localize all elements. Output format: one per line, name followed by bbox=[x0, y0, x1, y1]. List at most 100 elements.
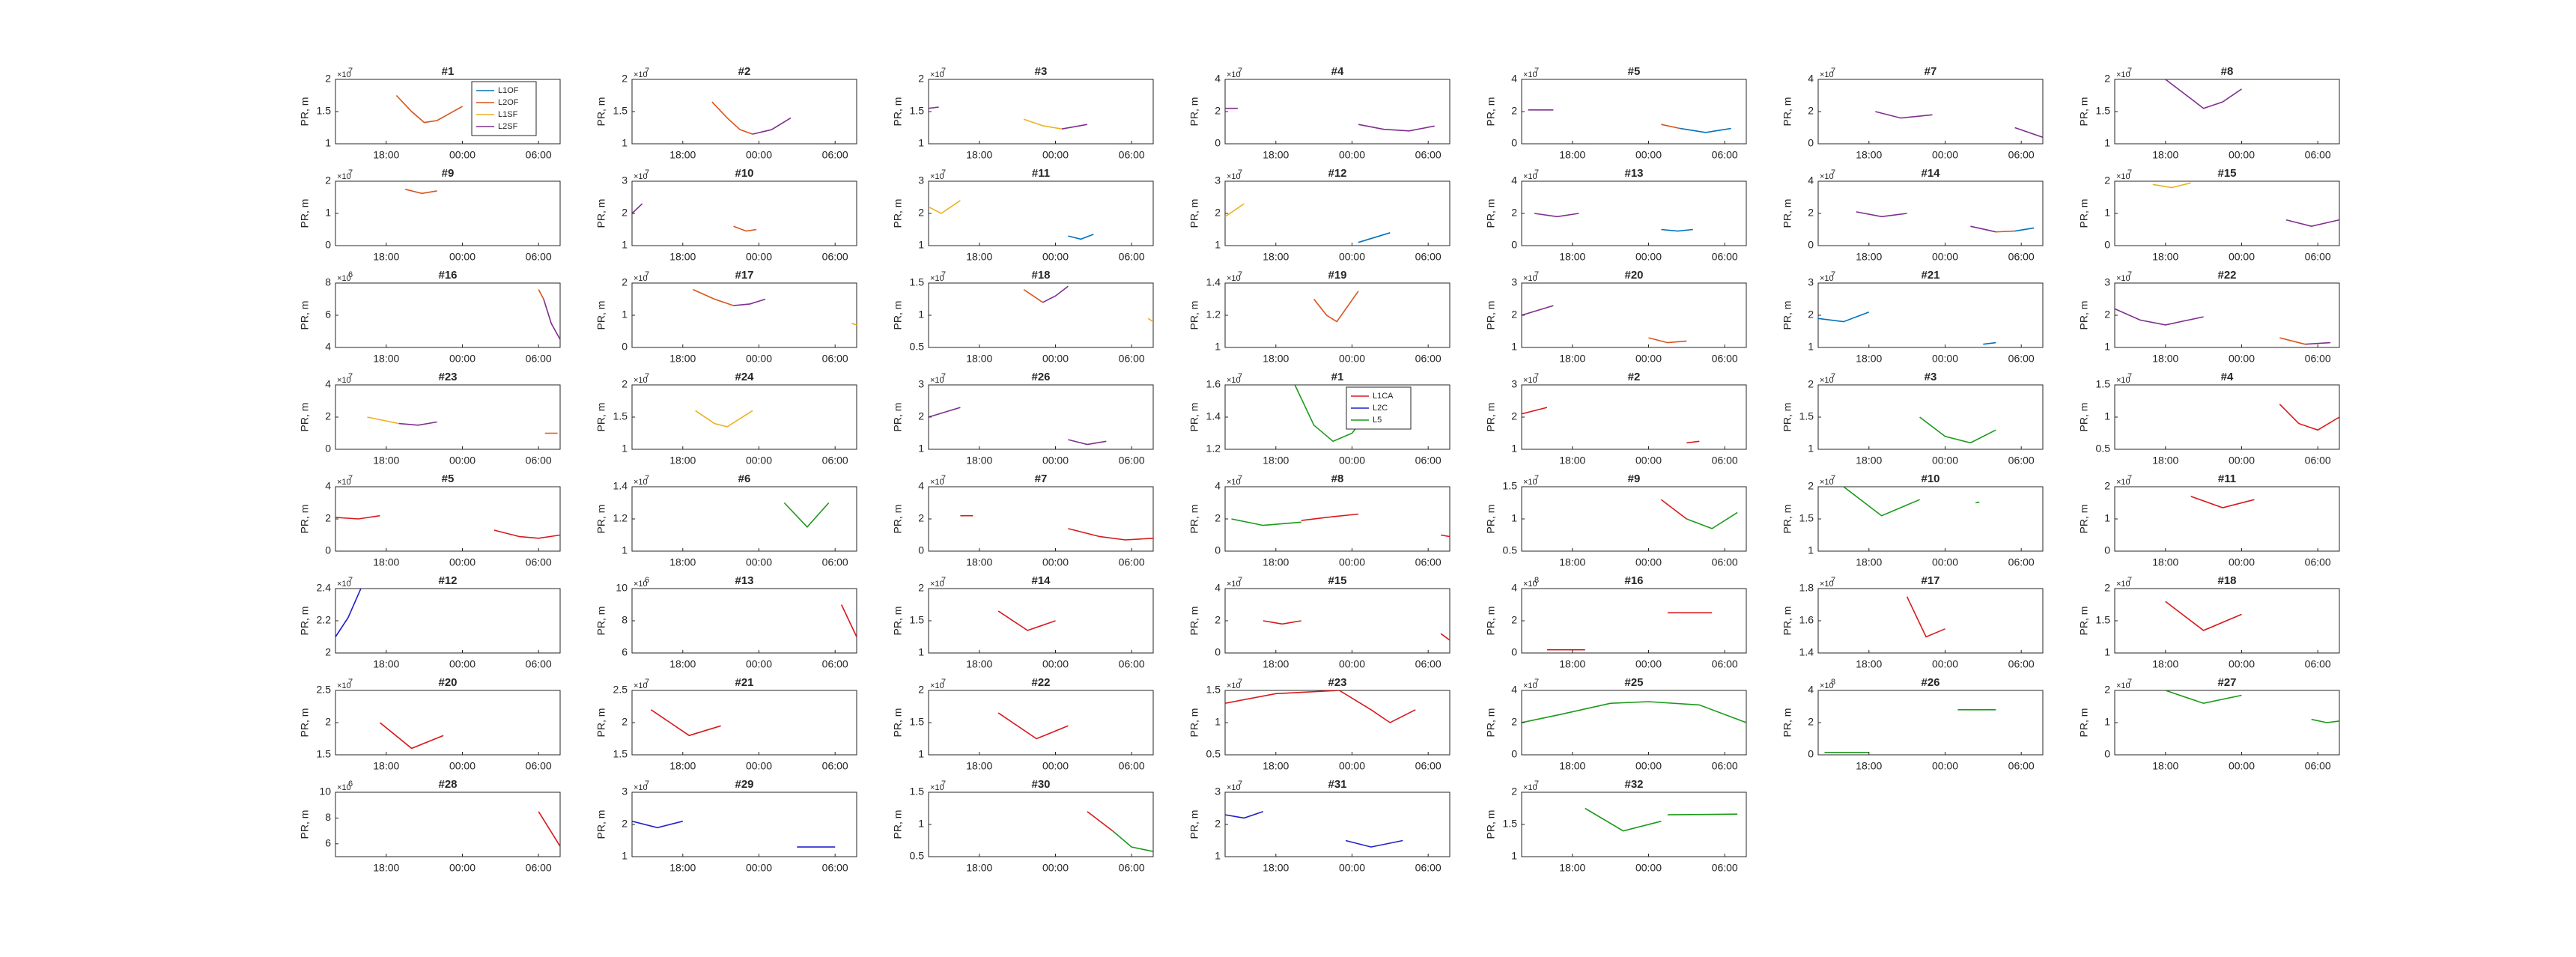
series-line bbox=[1843, 487, 1920, 517]
y-exponent: 7 bbox=[1831, 67, 1835, 76]
x-tick-label: 00:00 bbox=[449, 149, 476, 161]
y-exponent: 7 bbox=[1831, 372, 1835, 381]
y-tick-label: 1.5 bbox=[1799, 410, 1814, 422]
x-tick-label: 18:00 bbox=[1559, 760, 1585, 772]
series-line bbox=[1068, 528, 1153, 541]
x-tick-label: 06:00 bbox=[1415, 455, 1442, 467]
subplot-title: #23 bbox=[1328, 676, 1346, 689]
y-tick-label: 1 bbox=[918, 137, 924, 149]
series-line bbox=[1996, 230, 2015, 233]
y-axis-label: PR, m bbox=[299, 301, 311, 330]
y-tick-label: 0.5 bbox=[1206, 748, 1221, 760]
x-tick-label: 18:00 bbox=[373, 658, 399, 670]
x-tick-label: 18:00 bbox=[1559, 862, 1585, 874]
y-tick-label: 1 bbox=[2104, 512, 2110, 524]
x-tick-label: 00:00 bbox=[1635, 149, 1662, 161]
x-tick-label: 00:00 bbox=[1339, 862, 1365, 874]
subplot: #21 1.5 2 2.5 18:00 00:00 06:00 PR, m ×107 bbox=[595, 676, 857, 772]
x-tick-label: 18:00 bbox=[669, 658, 696, 670]
subplot: #30 0.5 1 1.5 18:00 00:00 06:00 PR, m ×107 bbox=[892, 778, 1154, 874]
y-tick-label: 2 bbox=[1808, 309, 1814, 320]
x-tick-label: 18:00 bbox=[373, 556, 399, 568]
y-axis-label: PR, m bbox=[1781, 199, 1793, 228]
subplot: #9 0.5 1 1.5 18:00 00:00 06:00 PR, m ×107 bbox=[1485, 473, 1747, 568]
subplot: #17 1.4 1.6 1.8 18:00 00:00 06:00 PR, m ×107 bbox=[1781, 574, 2044, 670]
y-axis-label: PR, m bbox=[1188, 708, 1200, 738]
plot-frame bbox=[1521, 180, 1747, 246]
y-tick-label: 8 bbox=[325, 811, 331, 823]
y-tick-label: 1.5 bbox=[910, 105, 925, 117]
x-tick-label: 00:00 bbox=[449, 556, 476, 568]
y-axis-label: PR, m bbox=[299, 708, 311, 738]
x-tick-label: 18:00 bbox=[966, 353, 992, 365]
series-line bbox=[2014, 227, 2035, 232]
plot-area bbox=[929, 407, 1107, 446]
x-tick-label: 06:00 bbox=[2305, 455, 2331, 467]
y-exponent: 7 bbox=[941, 678, 946, 687]
y-tick-label: 0.5 bbox=[1503, 544, 1518, 556]
y-tick-label: 1.5 bbox=[2096, 105, 2111, 117]
subplot: #1 1 1.5 2 18:00 00:00 06:00 PR, m ×107 L1OF L2OF L… bbox=[299, 65, 561, 161]
plot-frame bbox=[2114, 384, 2340, 450]
series-line bbox=[1225, 203, 1245, 217]
plot-area bbox=[693, 288, 857, 326]
x-tick-label: 18:00 bbox=[1856, 149, 1882, 161]
x-tick-label: 06:00 bbox=[526, 658, 552, 670]
subplot-title: #7 bbox=[1035, 473, 1048, 485]
series-line bbox=[538, 289, 544, 300]
series-line bbox=[997, 610, 1056, 631]
plot-area bbox=[960, 514, 1153, 541]
plot-frame bbox=[335, 588, 561, 654]
plot-area bbox=[1225, 203, 1391, 243]
series-line bbox=[1087, 811, 1114, 832]
x-tick-label: 06:00 bbox=[1119, 149, 1145, 161]
subplot-title: #9 bbox=[442, 167, 455, 180]
x-tick-label: 00:00 bbox=[2229, 149, 2255, 161]
y-tick-label: 2 bbox=[325, 716, 331, 728]
x-tick-label: 18:00 bbox=[2152, 149, 2178, 161]
series-line bbox=[929, 106, 939, 109]
plot-frame bbox=[1817, 486, 2044, 552]
x-tick-label: 00:00 bbox=[746, 455, 772, 467]
series-line bbox=[1983, 341, 1996, 345]
plot-frame bbox=[1817, 588, 2044, 654]
plot-area bbox=[405, 189, 437, 195]
x-tick-label: 00:00 bbox=[1932, 556, 1958, 568]
series-line bbox=[1686, 440, 1700, 444]
x-tick-label: 00:00 bbox=[1339, 455, 1365, 467]
y-exponent: 7 bbox=[645, 270, 649, 279]
y-tick-label: 2 bbox=[622, 276, 628, 288]
y-tick-label: 1.5 bbox=[317, 748, 332, 760]
series-line bbox=[783, 502, 830, 528]
y-exponent: 8 bbox=[1534, 576, 1539, 585]
plot-area bbox=[783, 502, 830, 528]
x-tick-label: 18:00 bbox=[966, 862, 992, 874]
subplot-title: #15 bbox=[2217, 167, 2236, 180]
y-axis-label: PR, m bbox=[1485, 607, 1497, 636]
x-tick-label: 00:00 bbox=[449, 658, 476, 670]
plot-frame bbox=[928, 384, 1154, 450]
y-tick-label: 2 bbox=[622, 207, 628, 219]
y-tick-label: 1.5 bbox=[910, 786, 925, 798]
y-axis-label: PR, m bbox=[2078, 505, 2090, 534]
y-multiplier: ×10 bbox=[930, 274, 944, 283]
subplot-title: #27 bbox=[2217, 676, 2236, 689]
y-multiplier: ×10 bbox=[1227, 70, 1241, 79]
x-tick-label: 18:00 bbox=[669, 760, 696, 772]
y-axis-label: PR, m bbox=[2078, 708, 2090, 738]
x-tick-label: 00:00 bbox=[1339, 760, 1365, 772]
subplot: #5 0 2 4 18:00 00:00 06:00 PR, m ×107 bbox=[1485, 65, 1747, 161]
y-exponent: 7 bbox=[1534, 780, 1539, 789]
y-axis-label: PR, m bbox=[1781, 708, 1793, 738]
x-tick-label: 00:00 bbox=[2229, 353, 2255, 365]
x-tick-label: 06:00 bbox=[1712, 455, 1738, 467]
y-axis-label: PR, m bbox=[1188, 403, 1200, 432]
y-tick-label: 1.4 bbox=[1206, 410, 1221, 422]
y-tick-label: 2 bbox=[1511, 786, 1517, 798]
y-tick-label: 4 bbox=[1511, 684, 1517, 696]
plot-area bbox=[997, 610, 1056, 631]
plot-area bbox=[2165, 79, 2242, 109]
y-exponent: 7 bbox=[941, 474, 946, 483]
plot-area bbox=[1906, 596, 1945, 638]
